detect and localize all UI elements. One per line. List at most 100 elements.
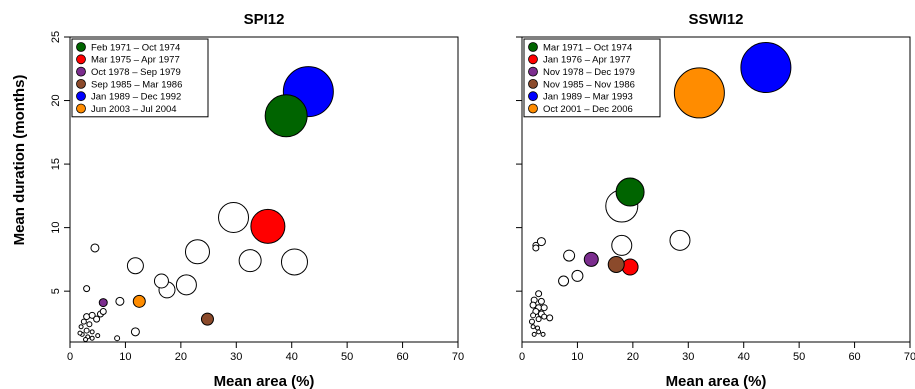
drought-event-point — [153, 273, 169, 289]
drought-event-point — [537, 297, 545, 305]
x-tick-label: 0 — [519, 351, 525, 363]
chart-panel-spi12: SPI12 Mean area (%) 0 10 20 30 40 50 60 70 5 10 15… — [50, 11, 464, 389]
highlighted-event-point — [250, 208, 286, 244]
drought-event-point — [535, 316, 542, 323]
drought-event-point — [83, 285, 91, 293]
legend-marker — [528, 54, 538, 65]
drought-event-point — [86, 321, 93, 328]
drought-event-point — [540, 304, 548, 312]
x-tick-label: 40 — [286, 351, 298, 363]
legend-entry: Mar 1971 – Oct 1974 — [543, 42, 632, 53]
drought-event-point — [90, 243, 100, 253]
drought-event-point — [99, 308, 107, 315]
drought-event-point — [546, 314, 554, 322]
data-points — [528, 42, 792, 337]
drought-event-point — [528, 318, 535, 325]
drought-event-point — [115, 296, 125, 306]
legend-entry: Sep 1985 – Mar 1986 — [91, 79, 182, 90]
drought-event-point — [175, 274, 197, 296]
legend-entry: Nov 1978 – Dec 1979 — [543, 67, 635, 78]
drought-event-point — [83, 313, 91, 321]
legend-marker — [528, 66, 538, 77]
x-axis-title: Mean area (%) — [214, 373, 315, 389]
x-tick-label: 50 — [341, 351, 353, 363]
y-tick-label: 20 — [50, 94, 62, 106]
y-tick-label: 25 — [50, 31, 62, 43]
legend-entry: Jan 1976 – Apr 1977 — [543, 55, 631, 66]
drought-event-point — [536, 329, 542, 335]
chart-title: SPI12 — [244, 11, 285, 28]
drought-event-point — [130, 327, 140, 337]
drought-event-point — [532, 244, 540, 252]
drought-event-point — [88, 311, 96, 319]
drought-event-point — [536, 237, 546, 247]
drought-event-point — [80, 318, 87, 325]
y-tick-label: 5 — [50, 288, 62, 294]
drought-event-point — [611, 234, 633, 256]
x-tick-label: 0 — [67, 351, 73, 363]
highlighted-event-point — [615, 177, 645, 207]
legend-box — [71, 38, 209, 118]
x-tick-label: 10 — [571, 351, 583, 363]
legend-marker — [528, 79, 538, 89]
highlighted-event-point — [621, 258, 639, 276]
axes: 0 10 20 30 40 50 60 70 — [516, 36, 915, 363]
drought-event-point — [540, 331, 546, 337]
legend-marker — [76, 54, 86, 65]
legend-marker — [76, 79, 86, 89]
legend-marker — [76, 103, 86, 114]
drought-event-point — [529, 301, 537, 309]
drought-event-point — [669, 229, 691, 251]
x-tick-label: 30 — [682, 351, 694, 363]
highlighted-event-point — [200, 312, 214, 326]
drought-event-point — [89, 329, 95, 335]
drought-event-point — [530, 324, 536, 330]
x-tick-label: 20 — [175, 351, 187, 363]
drought-event-point — [184, 239, 210, 265]
x-tick-label: 60 — [396, 351, 408, 363]
x-tick-label: 40 — [738, 351, 750, 363]
drought-event-point — [77, 330, 83, 336]
legend-marker — [528, 91, 538, 102]
y-axis-title: Mean duration (months) — [11, 75, 28, 246]
legend-entry: Nov 1985 – Nov 1986 — [543, 79, 635, 90]
drought-event-point — [93, 315, 101, 323]
plot-frame — [521, 36, 911, 343]
legend-marker — [528, 103, 538, 114]
drought-event-point — [530, 312, 537, 319]
highlighted-event-point — [132, 294, 146, 308]
drought-event-point — [280, 248, 308, 276]
legend-box — [523, 38, 661, 118]
legend-marker — [528, 42, 538, 52]
legend-marker — [76, 66, 86, 77]
y-tick-label: 10 — [50, 222, 62, 234]
drought-event-point — [78, 324, 84, 330]
x-tick-label: 60 — [848, 351, 860, 363]
legend-entry: Feb 1971 – Oct 1974 — [91, 42, 180, 53]
data-points — [77, 66, 334, 342]
drought-event-point — [218, 201, 250, 233]
x-tick-label: 50 — [793, 351, 805, 363]
legend-entry: Jan 1989 – Dec 1992 — [91, 92, 181, 103]
legend-entry: Oct 1978 – Sep 1979 — [91, 67, 181, 78]
legend-marker — [76, 42, 86, 52]
drought-event-point — [114, 335, 121, 342]
x-tick-label: 20 — [627, 351, 639, 363]
drought-event-point — [571, 269, 584, 282]
legend-entry: Oct 2001 – Dec 2006 — [543, 104, 633, 115]
chart-panel-sswi12: SSWI12 Mean area (%) 0 10 20 30 40 50 60 70 Mar… — [516, 11, 915, 389]
legend: Feb 1971 – Oct 1974 Mar 1975 – Apr 1977Oc… — [71, 38, 209, 118]
drought-event-point — [126, 257, 144, 275]
drought-event-point — [89, 335, 95, 341]
drought-event-point — [95, 333, 101, 339]
drought-event-point — [563, 249, 576, 262]
x-tick-label: 30 — [230, 351, 242, 363]
highlighted-event-point — [740, 42, 792, 93]
legend-marker — [76, 91, 86, 102]
drought-event-point — [83, 327, 90, 334]
drought-event-point — [238, 249, 262, 273]
legend-entry: Mar 1975 – Apr 1977 — [91, 55, 180, 66]
highlighted-event-point — [673, 67, 725, 119]
